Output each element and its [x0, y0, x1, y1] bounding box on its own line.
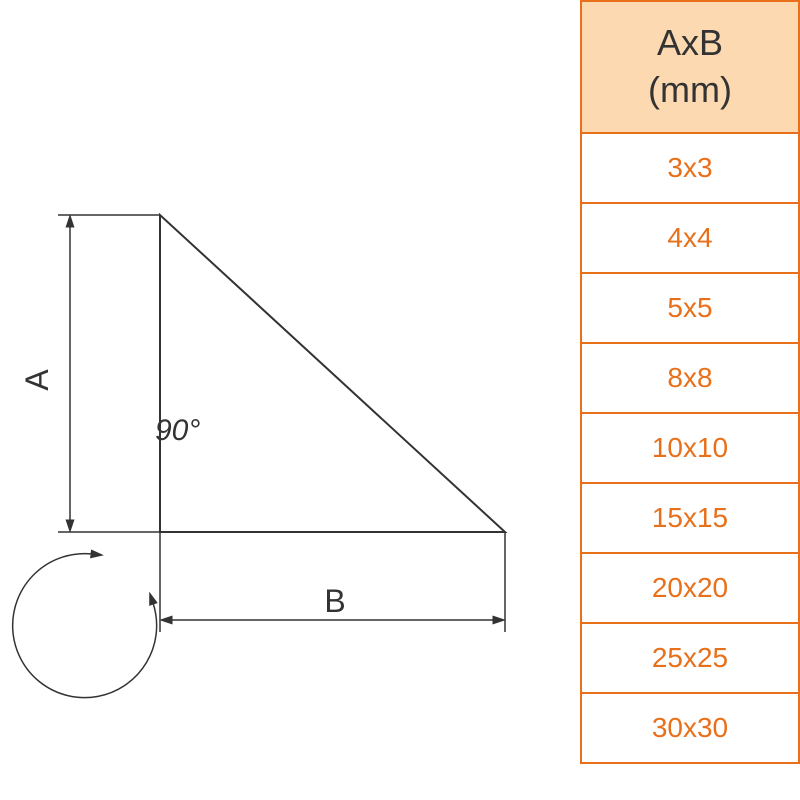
table-row: 3x3: [580, 134, 800, 204]
triangle-diagram: A B 90°: [0, 0, 580, 800]
dim-a-label: A: [19, 369, 55, 391]
diagram-svg: A B 90°: [0, 0, 580, 800]
table-row: 4x4: [580, 204, 800, 274]
triangle-shape: [160, 215, 505, 532]
table-row: 10x10: [580, 414, 800, 484]
table-row: 25x25: [580, 624, 800, 694]
angle-label: 90°: [155, 414, 200, 447]
table-body: 3x34x45x58x810x1015x1520x2025x2530x30: [580, 134, 800, 764]
table-header: AxB (mm): [580, 0, 800, 134]
size-table: AxB (mm) 3x34x45x58x810x1015x1520x2025x2…: [580, 0, 800, 800]
table-row: 5x5: [580, 274, 800, 344]
table-header-line1: AxB: [582, 20, 798, 67]
table-row: 30x30: [580, 694, 800, 764]
table-row: 15x15: [580, 484, 800, 554]
angle-arc: [13, 554, 157, 698]
table-row: 20x20: [580, 554, 800, 624]
table-header-line2: (mm): [582, 67, 798, 114]
dim-b-label: B: [324, 583, 345, 619]
table-row: 8x8: [580, 344, 800, 414]
